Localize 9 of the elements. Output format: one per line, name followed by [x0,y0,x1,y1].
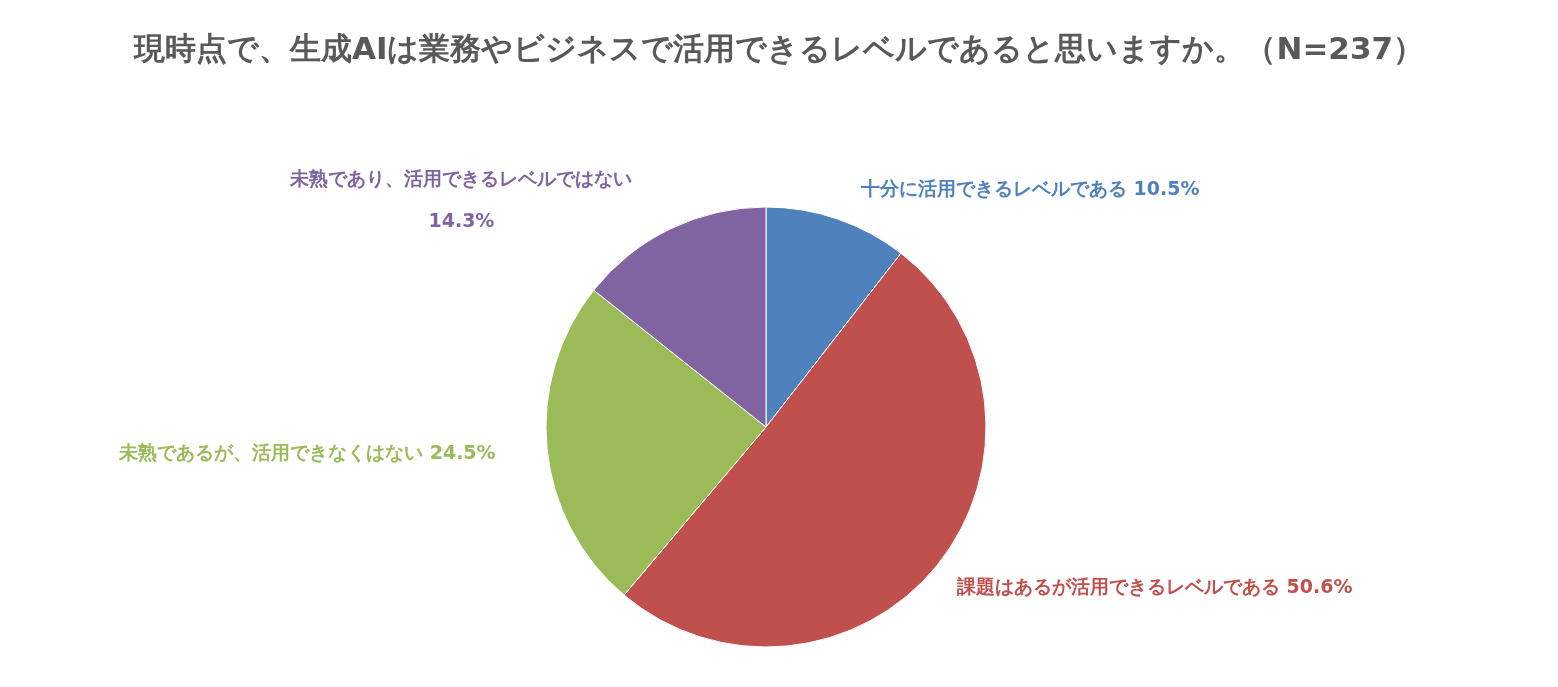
slice-label: 未熟であるが、活用できなくはない [119,441,424,464]
slice-label: 十分に活用できるレベルである [860,176,1127,199]
data-label: 24.5% [429,441,496,464]
data-label: 50.6% [1286,575,1353,598]
data-label: 10.5% [1133,176,1200,199]
slice-label: 課題はあるが活用できるレベルである [956,575,1280,598]
slice-label: 未熟であり、活用できるレベルではない [290,167,633,190]
chart-title: 現時点で、生成AIは業務やビジネスで活用できるレベルであると思いますか。（N=237） [132,29,1426,68]
data-label: 14.3% [428,209,495,232]
